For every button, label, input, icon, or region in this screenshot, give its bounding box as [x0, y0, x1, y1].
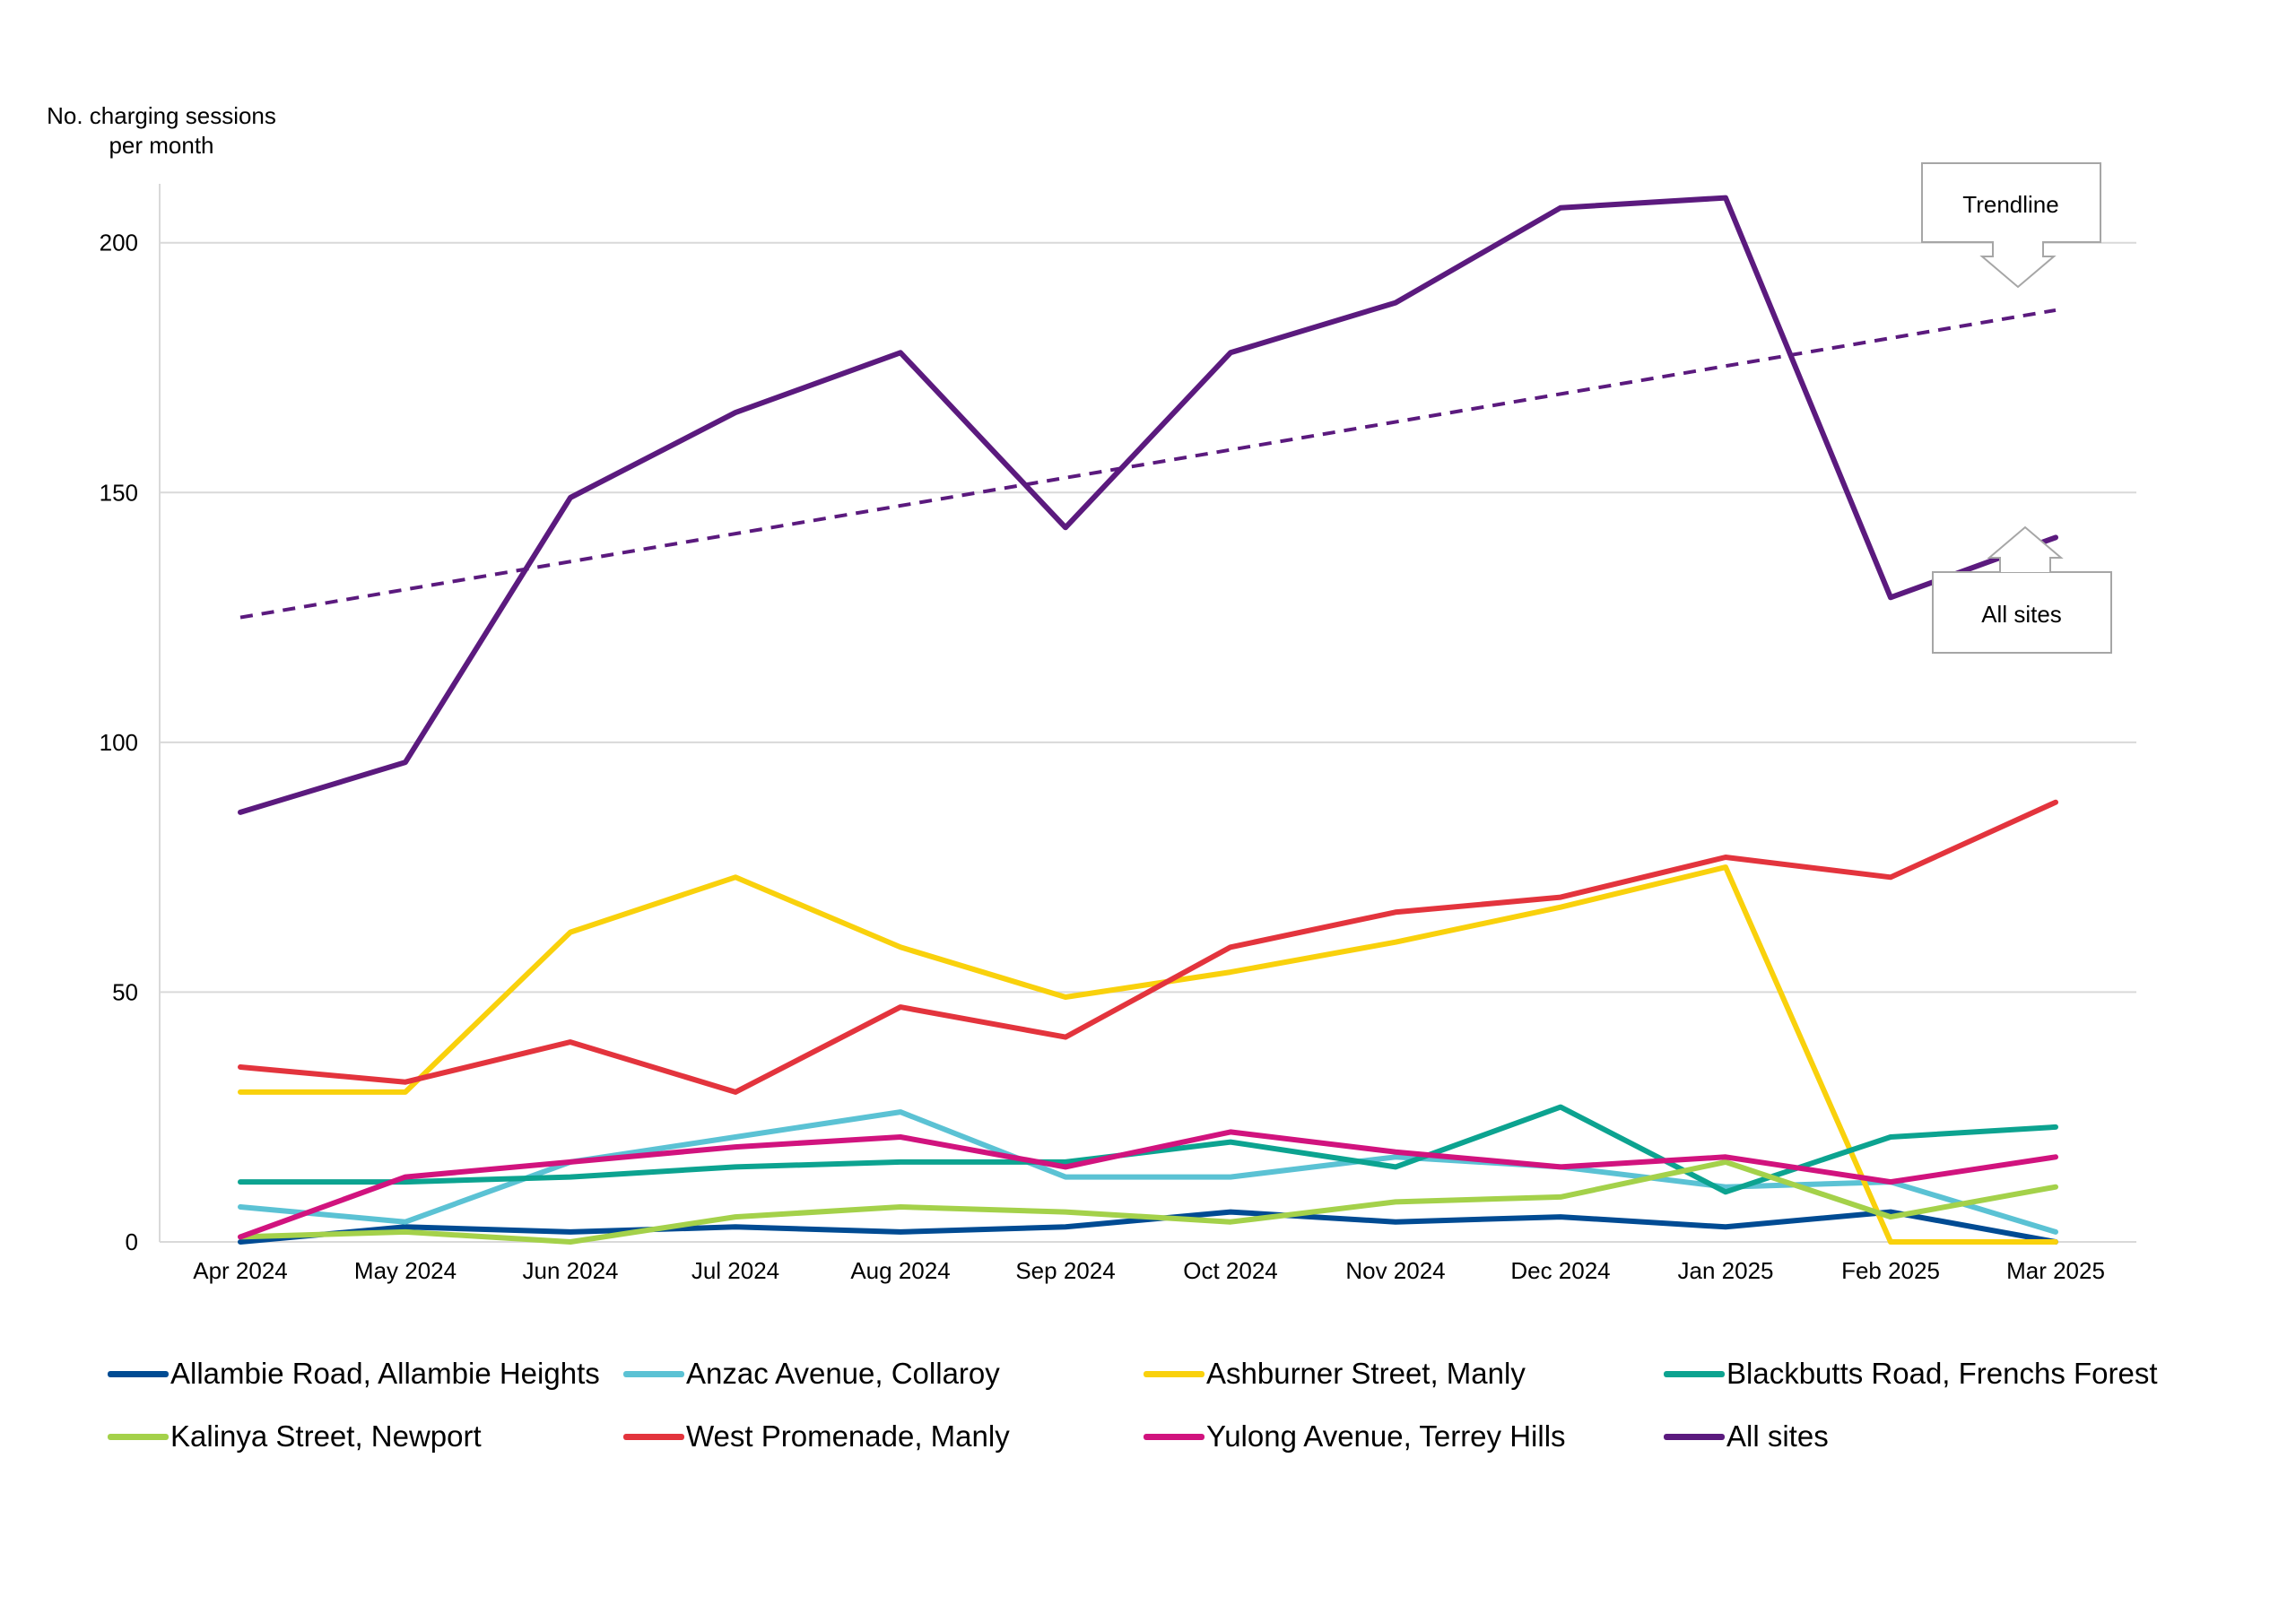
legend-swatch — [623, 1433, 684, 1440]
y-tick-label: 150 — [100, 479, 138, 506]
legend-label: Blackbutts Road, Frenchs Forest — [1726, 1357, 2158, 1390]
legend-item-kalinya-street-newport: Kalinya Street, Newport — [108, 1417, 482, 1456]
legend-swatch — [1144, 1370, 1205, 1377]
legend-item-blackbutts-road-frenchs-forest: Blackbutts Road, Frenchs Forest — [1664, 1354, 2158, 1393]
series-line-anzac-avenue-collaroy — [238, 1109, 2058, 1235]
x-tick-label: Mar 2025 — [2006, 1257, 2105, 1284]
trendline-callout-box — [1921, 162, 2101, 289]
series-line-west-promenade-manly — [238, 799, 2058, 1095]
legend-label: Yulong Avenue, Terrey Hills — [1206, 1419, 1566, 1453]
x-tick-labels: Apr 2024 May 2024 Jun 2024 Jul 2024 Aug 2024… — [193, 1257, 2105, 1284]
y-tick-label: 200 — [100, 230, 138, 256]
y-tick-labels: 0 50 100 150 200 — [100, 230, 138, 1255]
legend: Allambie Road, Allambie Heights Anzac Ave… — [108, 1354, 2170, 1488]
legend-item-anzac-avenue-collaroy: Anzac Avenue, Collaroy — [623, 1354, 1000, 1393]
x-tick-label: Jul 2024 — [691, 1257, 779, 1284]
all-sites-callout-box — [1932, 571, 2112, 654]
x-tick-label: Feb 2025 — [1841, 1257, 1940, 1284]
legend-item-west-promenade-manly: West Promenade, Manly — [623, 1417, 1010, 1456]
y-axis-label-line-1: No. charging sessions — [47, 102, 276, 129]
series-line-yulong-avenue-terrey-hills — [238, 1129, 2058, 1240]
gridlines — [160, 241, 2136, 994]
legend-label: All sites — [1726, 1419, 1829, 1453]
series-lines — [238, 195, 2058, 1245]
legend-swatch — [1664, 1370, 1725, 1377]
all-sites-callout: All sites — [1932, 525, 2112, 654]
all-sites-callout-arrow — [1987, 525, 2064, 572]
x-tick-label: Apr 2024 — [193, 1257, 288, 1284]
legend-item-all-sites: All sites — [1664, 1417, 1829, 1456]
legend-swatch — [108, 1433, 169, 1440]
legend-label: Allambie Road, Allambie Heights — [170, 1357, 600, 1390]
trendline-callout-text: Trendline — [1962, 191, 2058, 218]
legend-label: Kalinya Street, Newport — [170, 1419, 482, 1453]
legend-swatch — [108, 1370, 169, 1377]
y-tick-label: 0 — [126, 1228, 138, 1255]
x-tick-label: Jan 2025 — [1678, 1257, 1774, 1284]
legend-label: Anzac Avenue, Collaroy — [686, 1357, 1000, 1390]
x-tick-label: May 2024 — [354, 1257, 457, 1284]
x-tick-label: Nov 2024 — [1345, 1257, 1445, 1284]
y-tick-label: 50 — [112, 978, 138, 1005]
trendline-callout: Trendline — [1921, 162, 2101, 289]
x-tick-label: Jun 2024 — [523, 1257, 619, 1284]
series-line-all-sites — [238, 195, 2058, 815]
legend-label: Ashburner Street, Manly — [1206, 1357, 1526, 1390]
legend-swatch — [1664, 1433, 1725, 1440]
x-tick-label: Dec 2024 — [1510, 1257, 1610, 1284]
trendline — [239, 308, 2057, 620]
x-tick-label: Oct 2024 — [1183, 1257, 1278, 1284]
y-axis-label-line-2: per month — [109, 132, 214, 159]
series-line-kalinya-street-newport — [238, 1159, 2058, 1245]
y-axis-label: No. charging sessions per month — [27, 101, 296, 161]
series-line-ashburner-street-manly — [238, 864, 2058, 1245]
legend-item-allambie-road-allambie-heights: Allambie Road, Allambie Heights — [108, 1354, 600, 1393]
legend-label: West Promenade, Manly — [686, 1419, 1010, 1453]
legend-swatch — [1144, 1433, 1205, 1440]
axes — [159, 184, 2136, 1243]
y-tick-label: 100 — [100, 729, 138, 756]
legend-item-yulong-avenue-terrey-hills: Yulong Avenue, Terrey Hills — [1144, 1417, 1566, 1456]
all-sites-callout-text: All sites — [1981, 601, 2062, 628]
legend-swatch — [623, 1370, 684, 1377]
x-tick-label: Sep 2024 — [1015, 1257, 1115, 1284]
legend-item-ashburner-street-manly: Ashburner Street, Manly — [1144, 1354, 1526, 1393]
x-tick-label: Aug 2024 — [850, 1257, 950, 1284]
